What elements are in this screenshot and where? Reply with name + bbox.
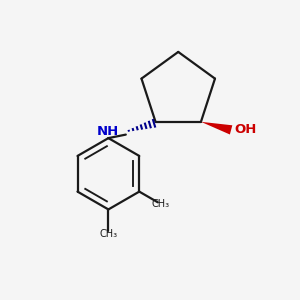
Text: OH: OH bbox=[234, 123, 256, 136]
Text: CH₃: CH₃ bbox=[151, 199, 169, 209]
Polygon shape bbox=[201, 122, 232, 134]
Text: NH: NH bbox=[97, 125, 119, 138]
Text: CH₃: CH₃ bbox=[99, 229, 118, 239]
